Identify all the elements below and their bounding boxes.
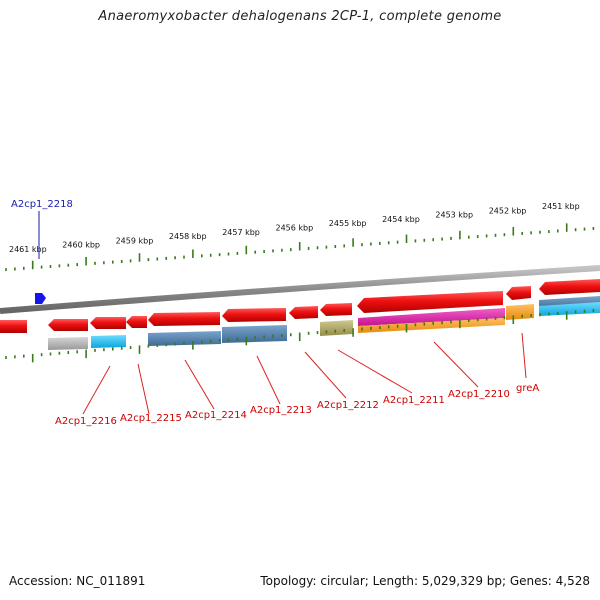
kbp-tick-label: 2459 kbp	[116, 236, 154, 245]
gene-arrow[interactable]	[222, 308, 286, 322]
gene-arrow[interactable]	[0, 320, 27, 333]
genome-title: Anaeromyxobacter dehalogenans 2CP-1, com…	[98, 9, 502, 24]
gene-arrow[interactable]	[320, 303, 352, 316]
gene-arrow[interactable]	[357, 291, 503, 313]
kbp-tick-label: 2451 kbp	[542, 202, 580, 211]
steel-feature-bar[interactable]	[222, 325, 287, 343]
gray-feature-bar[interactable]	[48, 337, 88, 350]
gene-labels: A2cp1_2216 A2cp1_2215 A2cp1_2214 A2cp1_2…	[55, 383, 539, 427]
label-a2cp1-2211[interactable]: A2cp1_2211	[383, 395, 445, 406]
gene-arrow[interactable]	[148, 312, 220, 326]
label-grea[interactable]: greA	[516, 383, 539, 394]
label-a2cp1-2214[interactable]: A2cp1_2214	[185, 410, 247, 421]
olive-feature-bar[interactable]	[320, 320, 353, 336]
label-a2cp1-2215[interactable]: A2cp1_2215	[120, 413, 182, 424]
kbp-tick-label: 2460 kbp	[62, 241, 100, 250]
orange-feature-bar[interactable]	[506, 304, 534, 320]
kbp-tick-label: 2456 kbp	[276, 224, 314, 233]
kbp-tick-label: 2461 kbp	[9, 245, 47, 254]
lower-scale-ticks	[5, 309, 595, 363]
topology-text: Topology: circular; Length: 5,029,329 bp…	[260, 574, 590, 588]
gene-arrow[interactable]	[48, 319, 88, 331]
kbp-tick-label: 2453 kbp	[435, 211, 473, 220]
upper-scale-ticks	[5, 223, 595, 272]
label-a2cp1-2218[interactable]: A2cp1_2218	[11, 199, 73, 210]
gene-arrows	[0, 279, 600, 333]
gene-arrow[interactable]	[289, 306, 318, 319]
label-a2cp1-2216[interactable]: A2cp1_2216	[55, 416, 117, 427]
label-a2cp1-2213[interactable]: A2cp1_2213	[250, 405, 312, 416]
feature-a2cp1-2218[interactable]	[35, 293, 46, 304]
label-a2cp1-2210[interactable]: A2cp1_2210	[448, 389, 510, 400]
accession-text: Accession: NC_011891	[9, 574, 146, 588]
gene-arrow[interactable]	[506, 286, 531, 300]
kbp-tick-label: 2454 kbp	[382, 215, 420, 224]
kbp-tick-label: 2457 kbp	[222, 228, 260, 237]
gene-arrow[interactable]	[539, 279, 600, 295]
label-a2cp1-2212[interactable]: A2cp1_2212	[317, 400, 379, 411]
kbp-tick-label: 2452 kbp	[489, 206, 527, 215]
gene-label-leaders	[82, 332, 527, 415]
genome-backbone	[0, 265, 600, 314]
kbp-tick-label: 2458 kbp	[169, 232, 207, 241]
cyan-feature-bar[interactable]	[91, 335, 126, 348]
kbp-labels: 2461 kbp 2460 kbp 2459 kbp 2458 kbp 2457 kbp…	[9, 202, 580, 254]
gene-arrow[interactable]	[90, 317, 126, 329]
magenta-feature-bar[interactable]	[358, 308, 505, 326]
gene-arrow[interactable]	[126, 316, 147, 328]
steel-feature-bar[interactable]	[148, 331, 221, 346]
kbp-tick-label: 2455 kbp	[329, 219, 367, 228]
